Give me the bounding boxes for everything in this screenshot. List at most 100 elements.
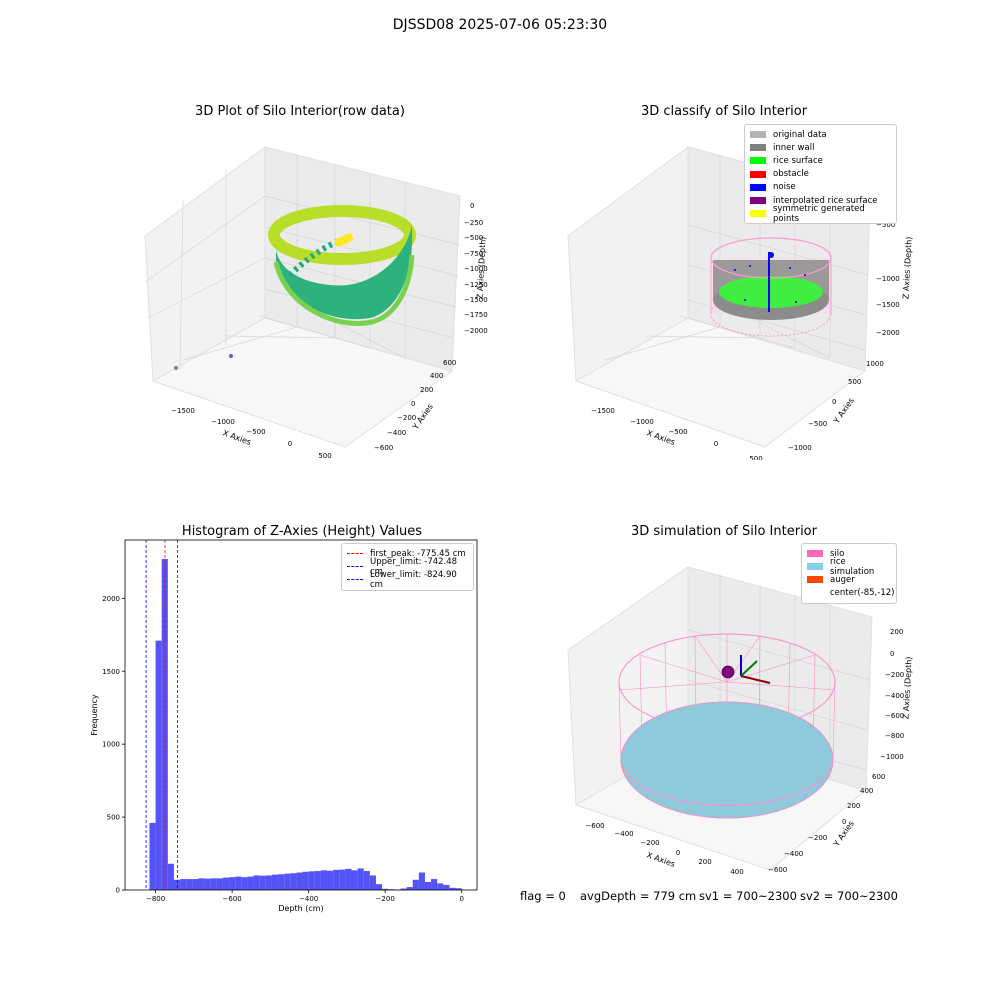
- histogram-bar: [443, 884, 450, 890]
- x-tick-label: −800: [146, 895, 165, 903]
- histogram-bar: [180, 879, 187, 890]
- legend-item: first_peak: -775.45 cm: [347, 547, 468, 560]
- x-tick-label: −500: [668, 428, 687, 436]
- legend-line: [347, 553, 363, 555]
- noise-points: [768, 252, 774, 258]
- y-ticks: 0 500 1000 1500 2000: [102, 595, 125, 895]
- histogram-plot: −800 −600 −400 −200 0 0 500 1000 1500 2000 Depth…: [90, 539, 478, 913]
- z-tick-label: −1250: [464, 281, 488, 289]
- histogram-bar: [333, 869, 340, 890]
- z-tick-label: −400: [885, 692, 904, 700]
- legend-line: [347, 579, 363, 581]
- y-tick-label: 0: [832, 398, 836, 406]
- noise-points: [734, 265, 806, 303]
- x-tick-labels: −600 −400 −200 0 200 400: [585, 822, 743, 875]
- legend-label: Lower_limit: -824.90 cm: [370, 569, 457, 590]
- panel4-legend: silo rice simulation auger center(-85,-1…: [801, 543, 897, 604]
- z-tick-labels: −500 −1000 −1500 −2000: [876, 221, 900, 337]
- y-tick-label: 600: [872, 773, 885, 781]
- x-tick-label: −600: [585, 822, 604, 830]
- histogram-bar: [241, 877, 248, 890]
- histogram-bar: [314, 871, 321, 890]
- histogram-bars: [149, 558, 462, 890]
- x-ticks: −800 −600 −400 −200 0: [146, 890, 464, 903]
- histogram-bar: [339, 869, 346, 890]
- y-tick-label: 600: [443, 359, 456, 367]
- histogram-bar: [437, 883, 444, 890]
- legend-item: obstacle: [750, 168, 891, 181]
- histogram-bar: [290, 873, 297, 890]
- legend-label: silo: [830, 548, 845, 559]
- z-tick-labels: 0 −250 −500 −750 −1000 −1250 −1500 −1750…: [464, 202, 488, 335]
- panel2-legend: original data inner wall rice surface ob…: [744, 124, 897, 225]
- z-tick-label: −1000: [880, 753, 904, 761]
- x-tick-label: −1500: [591, 407, 615, 415]
- z-tick-label: 0: [470, 202, 474, 210]
- x-axis-label: X Axies: [645, 850, 676, 869]
- y-tick-label: −400: [387, 429, 406, 437]
- x-tick-label: −1500: [171, 407, 195, 415]
- x-tick-label: 500: [749, 455, 762, 460]
- histogram-bar: [363, 871, 370, 890]
- histogram-bar: [167, 863, 174, 890]
- z-tick-label: −1000: [464, 265, 488, 273]
- y-tick-label: −500: [808, 420, 827, 428]
- histogram-bar: [308, 871, 315, 890]
- y-tick-label: 400: [860, 787, 873, 795]
- y-tick-label: −200: [397, 414, 416, 422]
- histogram-bar: [204, 878, 211, 890]
- legend-item: rice simulation: [807, 557, 891, 577]
- x-tick-label: 0: [288, 440, 292, 448]
- histogram-bar: [431, 879, 438, 890]
- legend-swatch: [750, 210, 766, 218]
- z-tick-label: −1500: [464, 296, 488, 304]
- y-tick-label: 500: [107, 814, 120, 822]
- x-tick-labels: −1500 −1000 −500 0 500: [171, 407, 332, 460]
- z-tick-label: −750: [464, 250, 483, 258]
- legend-label: noise: [773, 182, 796, 193]
- histogram-bar: [357, 868, 364, 890]
- y-tick-label: 1000: [102, 741, 120, 749]
- z-tick-label: −200: [885, 671, 904, 679]
- z-tick-label: −2000: [464, 327, 488, 335]
- y-tick-label: −1000: [788, 444, 812, 452]
- y-tick-labels: −600 −400 −200 0 200 400 600: [768, 773, 885, 874]
- histogram-bar: [271, 874, 279, 890]
- histogram-bar: [229, 877, 236, 890]
- histogram-bar: [222, 877, 230, 890]
- z-axis-label: Z Axies (Depth): [901, 656, 913, 719]
- legend-label: first_peak: -775.45 cm: [370, 548, 466, 559]
- x-tick-label: −1000: [211, 418, 235, 426]
- legend-label: center(-85,-12): [830, 588, 895, 599]
- x-tick-label: 400: [730, 868, 743, 875]
- z-axis-label: Z Axies (Depth): [475, 236, 487, 299]
- axes-frame: [124, 539, 478, 891]
- ring-body: [276, 225, 412, 320]
- y-tick-label: 500: [848, 378, 861, 386]
- y-axis-label: Frequency: [90, 694, 99, 736]
- z-tick-label: 200: [890, 628, 903, 636]
- plot-area: [125, 540, 477, 890]
- legend-item: silo: [807, 547, 891, 560]
- histogram-legend: first_peak: -775.45 cm Upper_limit: -742…: [341, 543, 474, 591]
- legend-item: inner wall: [750, 141, 891, 154]
- histogram-bar: [412, 879, 419, 890]
- z-tick-label: −500: [464, 234, 483, 242]
- x-tick-label: 200: [698, 858, 711, 866]
- sv1-text: sv1 = 700~2300: [699, 889, 797, 903]
- histogram-bar: [455, 888, 462, 890]
- flag-text: flag = 0: [520, 889, 566, 903]
- legend-label: auger: [830, 574, 855, 585]
- reference-lines: [145, 540, 179, 890]
- histogram-bar: [186, 879, 193, 890]
- legend-swatch: [750, 144, 766, 152]
- z-tick-label: −800: [885, 732, 904, 740]
- y-tick-label: 1500: [102, 668, 120, 676]
- histogram-bar: [247, 876, 254, 890]
- y-tick-labels: −600 −400 −200 0 200 400 600: [374, 359, 456, 452]
- legend-label: obstacle: [773, 169, 809, 180]
- histogram-bar: [210, 878, 217, 890]
- panel4-title: 3D simulation of Silo Interior: [631, 524, 817, 539]
- x-tick-label: −200: [640, 839, 659, 847]
- histogram-bar: [235, 876, 242, 890]
